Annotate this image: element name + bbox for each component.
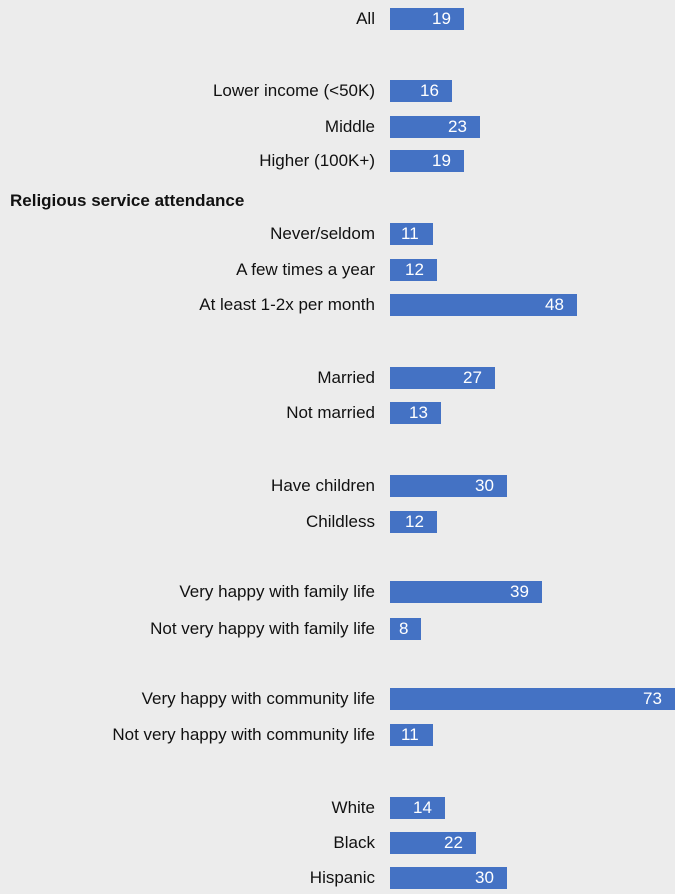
bar (390, 618, 421, 640)
row-label: All (356, 9, 375, 28)
data-label: 19 (432, 9, 451, 28)
row-label: Higher (100K+) (259, 151, 375, 170)
data-label: 73 (643, 689, 662, 708)
row-label: A few times a year (236, 260, 375, 279)
row-label: Never/seldom (270, 224, 375, 243)
data-label: 23 (448, 117, 467, 136)
row-label: Have children (271, 476, 375, 495)
data-label: 22 (444, 833, 463, 852)
bar (390, 832, 476, 854)
data-label: 12 (405, 260, 424, 279)
row-label: Not very happy with family life (150, 619, 375, 638)
bar (390, 402, 441, 424)
data-label: 30 (475, 868, 494, 887)
bar (390, 511, 437, 533)
row-label: Very happy with community life (141, 689, 375, 708)
data-label: 16 (420, 81, 439, 100)
row-label: Very happy with family life (179, 582, 375, 601)
row-label: Middle (324, 117, 375, 136)
row-label: Married (317, 368, 375, 387)
data-label: 11 (401, 224, 419, 243)
bar (390, 581, 542, 603)
data-label: 19 (432, 151, 451, 170)
bar (390, 797, 445, 819)
bar (390, 724, 433, 746)
bar (390, 259, 437, 281)
bar (390, 150, 464, 172)
data-label: 48 (545, 295, 564, 314)
bar (390, 475, 507, 497)
bar (390, 294, 577, 316)
bar (390, 223, 433, 245)
bar (390, 867, 507, 889)
bar (390, 116, 480, 138)
row-label: White (331, 798, 375, 817)
data-label: 27 (463, 368, 482, 387)
bar (390, 688, 675, 710)
bar (390, 367, 495, 389)
data-label: 14 (413, 798, 432, 817)
bar (390, 8, 464, 30)
row-label: Not married (286, 403, 375, 422)
data-label: 13 (409, 403, 428, 422)
row-label: At least 1-2x per month (199, 295, 375, 314)
row-label: Black (333, 833, 375, 852)
data-label: 39 (510, 582, 529, 601)
section-heading-religious-attendance: Religious service attendance (10, 191, 245, 210)
row-label: Not very happy with community life (112, 725, 375, 744)
data-label: 12 (405, 512, 424, 531)
data-label: 8 (399, 619, 409, 638)
data-label: 11 (401, 725, 419, 744)
bar (390, 80, 452, 102)
data-label: 30 (475, 476, 494, 495)
row-label: Hispanic (309, 868, 375, 887)
row-label: Lower income (<50K) (212, 81, 375, 100)
row-label: Childless (306, 512, 375, 531)
